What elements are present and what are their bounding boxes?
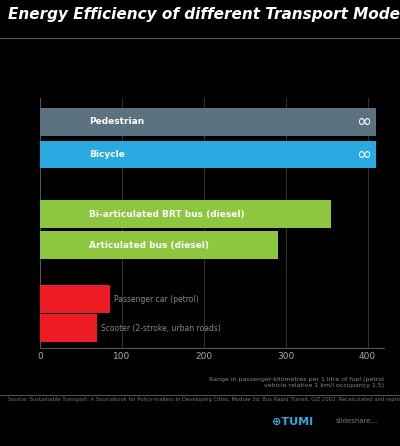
Bar xyxy=(40,140,85,169)
Text: Scooter (2-stroke, urban roads): Scooter (2-stroke, urban roads) xyxy=(102,324,221,333)
Text: slideshare...: slideshare... xyxy=(336,418,378,425)
Text: ∞: ∞ xyxy=(356,145,371,164)
Text: Pedestrian: Pedestrian xyxy=(89,117,144,126)
Text: Bicycle: Bicycle xyxy=(89,150,125,159)
Bar xyxy=(40,285,110,313)
Text: Articulated bus (diesel): Articulated bus (diesel) xyxy=(89,241,209,250)
Bar xyxy=(40,231,278,259)
Bar xyxy=(40,200,85,228)
Text: ∞: ∞ xyxy=(356,113,371,131)
Bar xyxy=(40,108,85,136)
Text: Energy Efficiency of different Transport Modes: Energy Efficiency of different Transport… xyxy=(8,7,400,22)
Text: Range in passenger-kilometres per 1 litre of fuel (petrol
vehicle relative 1 km/: Range in passenger-kilometres per 1 litr… xyxy=(209,377,384,388)
Text: ⊕TUMI: ⊕TUMI xyxy=(272,417,313,426)
Bar xyxy=(40,231,85,259)
Text: Source: Sustainable Transport: A Sourcebook for Policy-makers in Developing Citi: Source: Sustainable Transport: A Sourceb… xyxy=(8,397,400,402)
Text: Passenger car (petrol): Passenger car (petrol) xyxy=(114,295,198,304)
Text: Bi-articulated BRT bus (diesel): Bi-articulated BRT bus (diesel) xyxy=(89,210,245,219)
Bar xyxy=(40,108,376,136)
Bar xyxy=(40,285,85,313)
Bar xyxy=(40,314,85,342)
Bar xyxy=(40,314,97,342)
Bar xyxy=(40,140,376,169)
Bar xyxy=(40,200,331,228)
